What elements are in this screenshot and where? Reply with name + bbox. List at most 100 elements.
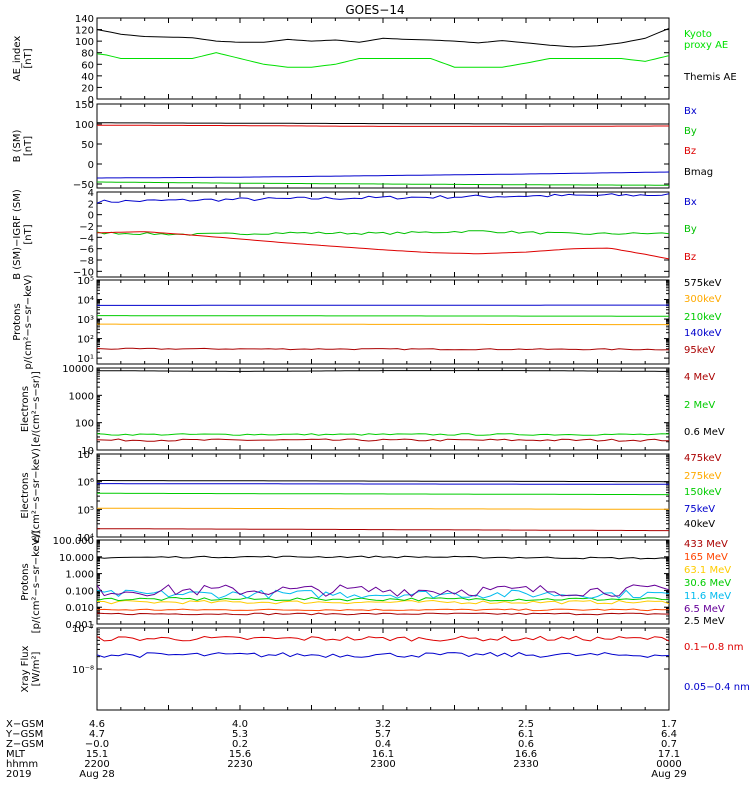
series-line-0-6-mev [97,370,669,372]
footer-value: 4.0 [232,719,248,730]
series-line-30-6-mev [97,596,669,602]
series-line-bx [97,171,669,179]
legend-label: 4 MeV [684,372,715,383]
legend-label: 475keV [684,453,722,464]
plot-title: GOES−14 [345,3,404,17]
footer-value: Aug 28 [79,769,114,780]
y-tick-label: 10⁴ [77,296,94,307]
y-tick-label: 10³ [77,315,94,326]
legend-label: 210keV [684,312,722,323]
y-tick-label: 1000 [69,391,94,402]
legend-label: 40keV [684,519,715,530]
legend-label: 11.6 MeV [684,591,731,602]
legend-label: 6.5 MeV [684,604,725,615]
footer-value: −0.0 [85,739,109,750]
footer-value: 5.7 [375,729,391,740]
legend-label: 300keV [684,294,722,305]
footer-value: 4.6 [89,719,105,730]
panel-7: 0.001 0.010 0.100 1.000 10.000 100.000 Protons… [20,531,731,634]
footer-value: 15.6 [229,749,251,760]
y-axis-label: B (SM)−IGRF (SM) [12,189,23,280]
y-axis-label: p/(cm²−s−sr−keV) [23,274,34,369]
legend-label: 30.6 MeV [684,578,731,589]
y-tick-label: 150 [75,100,94,111]
legend-label: 275keV [684,471,722,482]
y-tick-label: 0 [88,95,94,106]
y-tick-label: 120 [75,26,94,37]
y-axis-label: [W/m²] [31,651,42,686]
panel-8: 10⁻⁸ 10⁻⁷ Xray Flux [W/m²] 0.1−0.8 nm 0.05−0.… [20,624,750,711]
y-tick-label: 100 [75,419,94,430]
footer-row-label: 2019 [6,769,31,780]
y-tick-label: 0.100 [65,586,94,597]
legend-label: Kyoto [684,29,712,40]
footer-value: 16.6 [515,749,537,760]
footer-value: 16.1 [372,749,394,760]
footer-value: 5.3 [232,729,248,740]
y-axis-label: [nT] [23,136,34,156]
legend-label: Bz [684,146,696,157]
legend-label: By [684,224,697,235]
y-tick-label: 140 [75,14,94,25]
y-tick-label: 10⁻⁷ [72,624,94,635]
y-tick-label: 0 [88,211,94,222]
y-tick-label: −4 [79,233,94,244]
y-tick-label: 40 [81,72,94,83]
footer-value: Aug 29 [651,769,686,780]
series-line-4-mev [97,438,669,442]
series-line-75kev [97,483,669,485]
footer-row-label: MLT [6,749,26,760]
footer-value: 6.4 [661,729,677,740]
series-line-bz [97,124,669,127]
y-tick-label: 2 [88,199,94,210]
y-tick-label: 10⁵ [77,505,94,516]
y-axis-label: [nT] [23,48,34,68]
series-line-0-05-0-4-nm [97,651,669,658]
y-tick-label: 0.001 [65,620,94,631]
y-axis-label: Electrons [20,386,31,432]
y-axis-label: Electrons [20,472,31,518]
panel-frame [96,453,670,538]
legend-label: 63.1 MeV [684,565,731,576]
panel-5: 10 100 1000 10000 Electrons [e/(cm²−s−sr)] 4 M… [20,364,725,457]
y-tick-label: 100.000 [53,536,94,547]
legend-label: 433 MeV [684,539,728,550]
y-tick-label: 10⁴ [77,533,94,544]
footer-row-label: Z−GSM [6,739,44,750]
y-tick-label: 50 [81,140,94,151]
legend-label: 140keV [684,328,722,339]
series-line-95kev [97,347,669,351]
series-line-210kev [97,315,669,317]
y-tick-label: −2 [79,222,94,233]
y-tick-label: 4 [88,188,94,199]
series-line-40kev [97,480,669,483]
footer-value: 17.1 [658,749,680,760]
legend-label: 150keV [684,487,722,498]
series-line-kyoto-proxy-ae [97,52,669,68]
footer-value: 6.1 [518,729,534,740]
y-tick-label: 100 [75,120,94,131]
y-tick-label: −8 [79,256,94,267]
series-line-2-mev [97,433,669,436]
series-line-475kev [97,528,669,532]
legend-label: 75keV [684,504,715,515]
series-line-bmag [97,122,669,125]
panel-6: 10⁴ 10⁵ 10⁶ 10⁷ Electrons e/(cm²−s−sr−keV) 475… [20,448,722,544]
panel-4: 10¹ 10² 10³ 10⁴ 10⁵ Protons p/(cm²−s−sr−keV) 57… [12,274,722,369]
series-line-150kev [97,492,669,496]
series-line-0-1-0-8-nm [97,635,669,642]
legend-label: 0.1−0.8 nm [684,642,743,653]
legend-label: Bx [684,106,697,117]
footer-value: 0.7 [661,739,677,750]
legend-label: 0.6 MeV [684,427,725,438]
y-tick-label: 10000 [62,364,94,375]
y-tick-label: 60 [81,60,94,71]
panel-frame [96,539,670,625]
series-line-433-mev [97,612,669,616]
footer-value: 1.7 [661,719,677,730]
panel-frame [96,279,670,365]
